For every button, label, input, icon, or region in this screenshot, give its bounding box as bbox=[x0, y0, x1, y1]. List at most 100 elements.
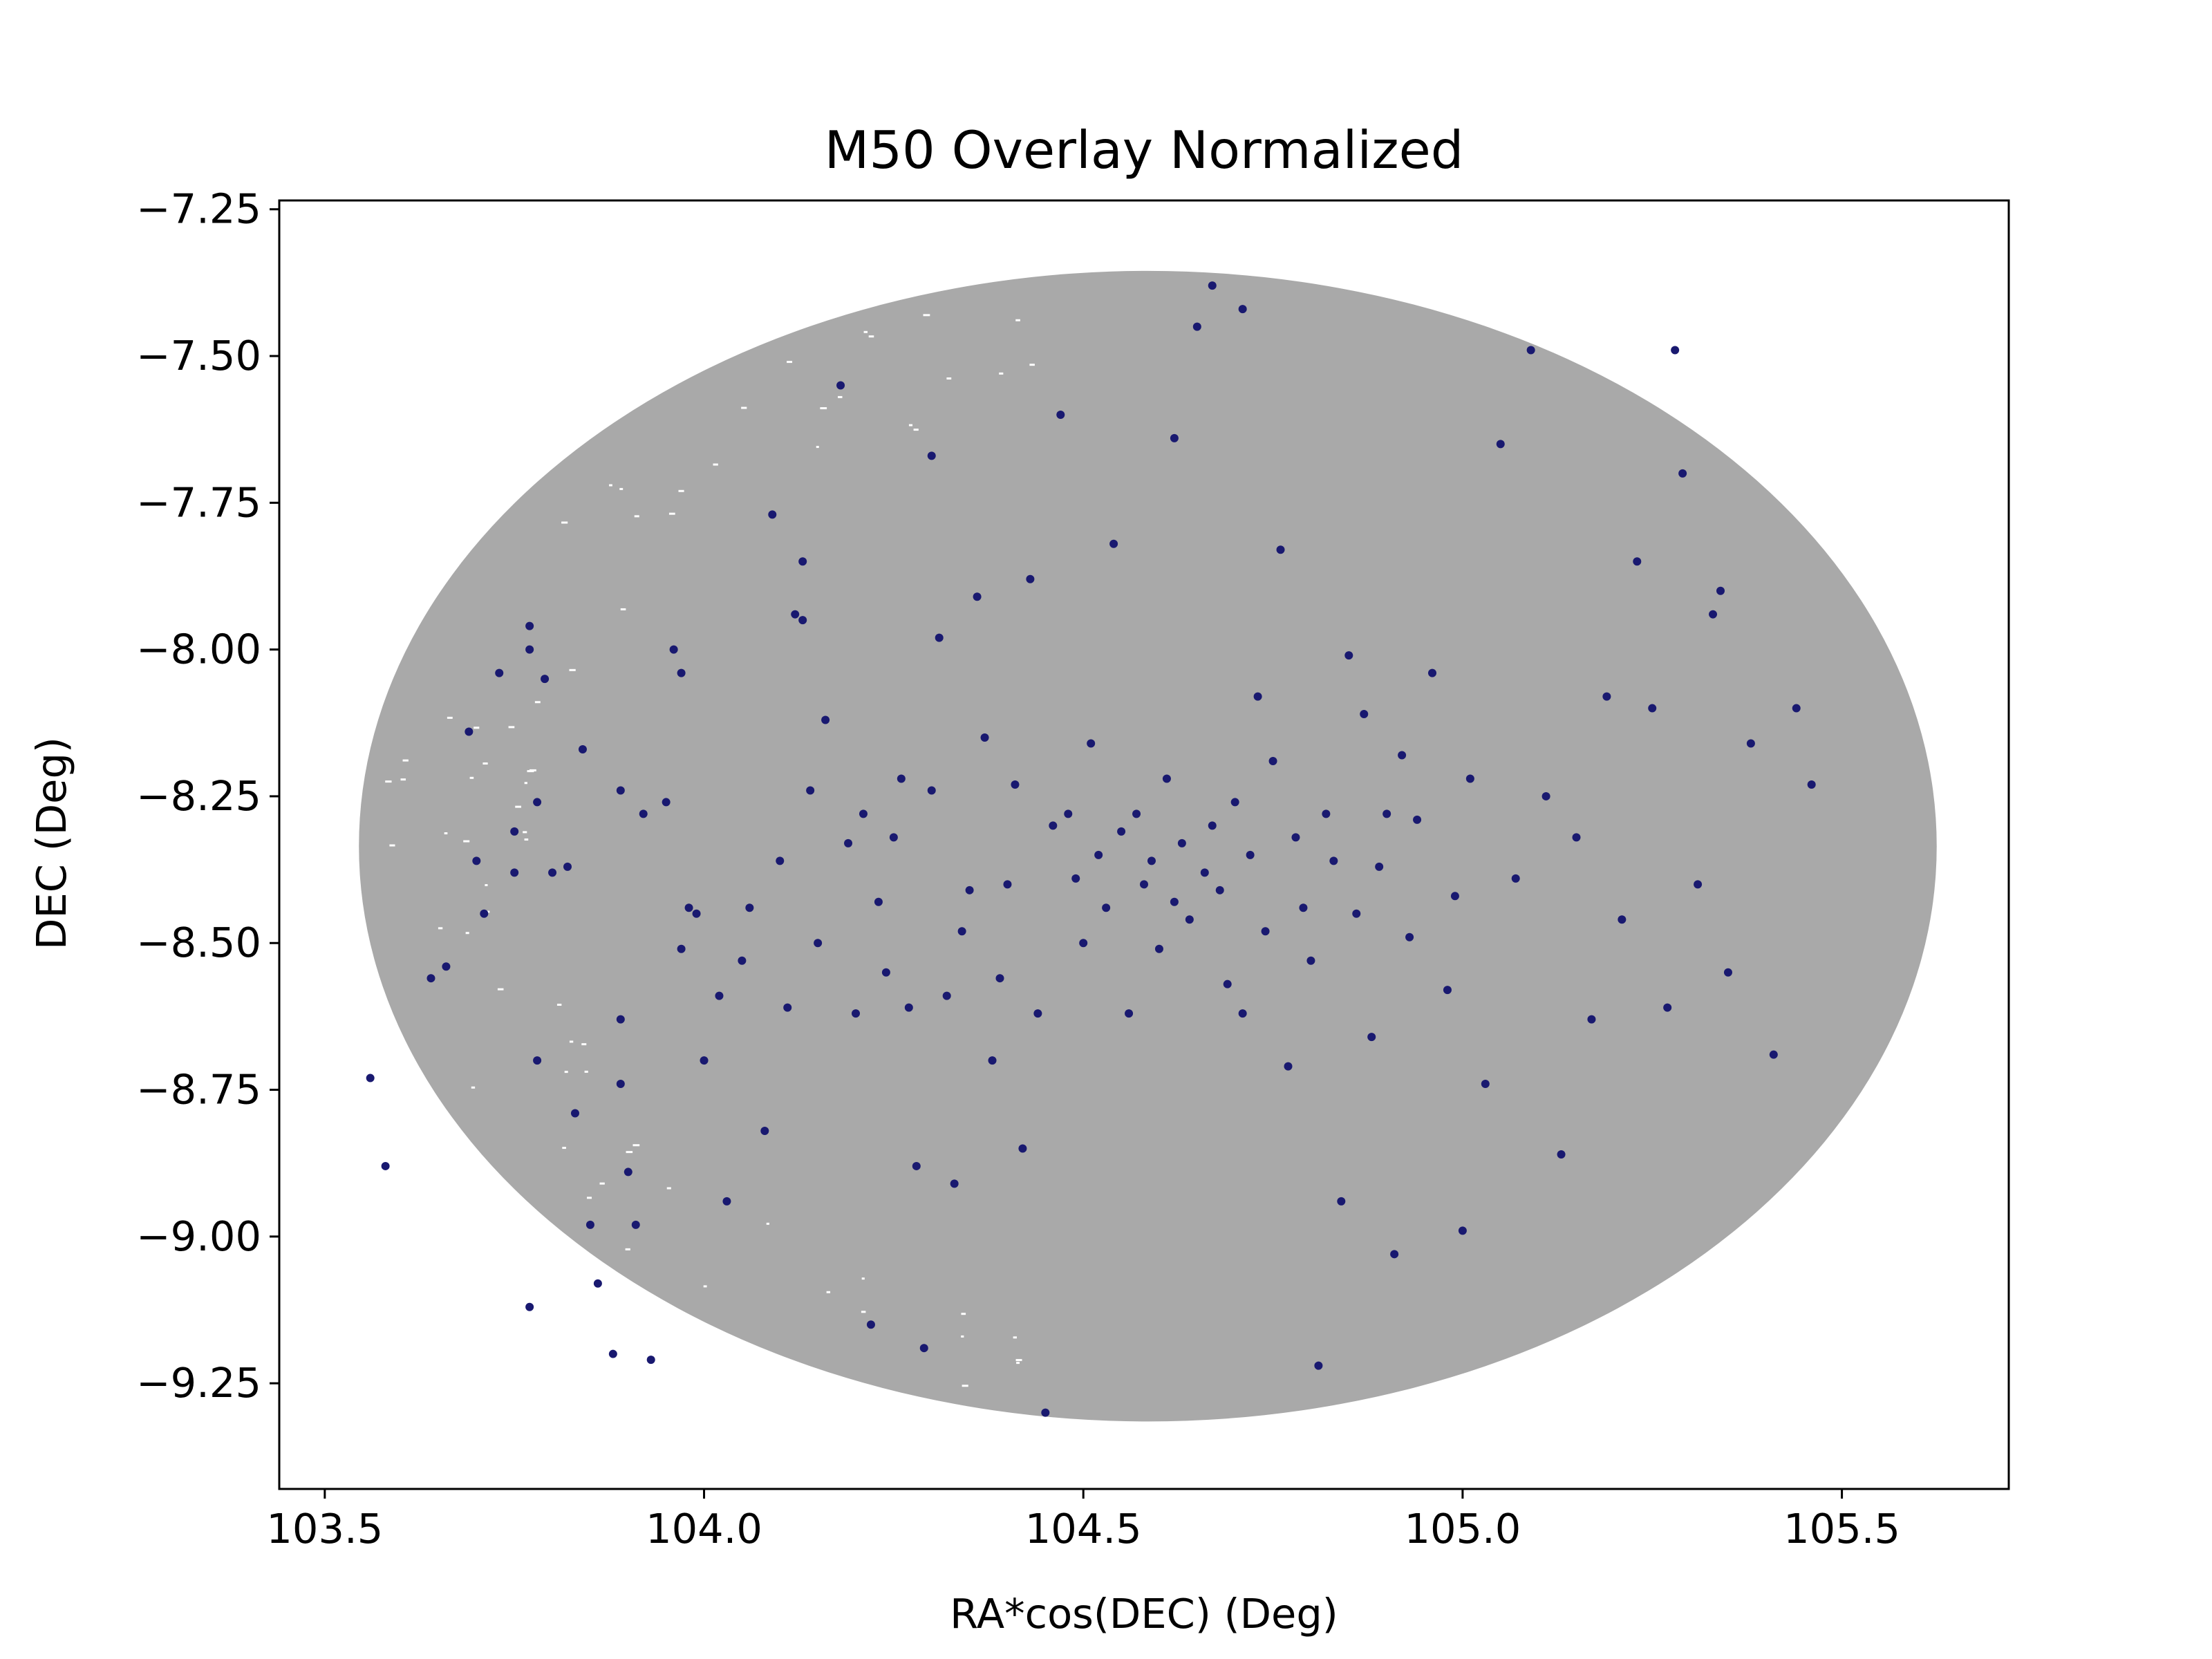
y-tick-label: −7.50 bbox=[136, 332, 261, 379]
cluster-point bbox=[1026, 574, 1035, 583]
field-gap bbox=[1029, 364, 1035, 366]
cluster-point bbox=[525, 1302, 534, 1311]
cluster-point bbox=[381, 1161, 390, 1170]
y-tick-label: −8.75 bbox=[136, 1066, 261, 1114]
field-gap bbox=[402, 759, 409, 762]
cluster-point bbox=[1481, 1080, 1490, 1089]
field-gap bbox=[861, 1277, 865, 1280]
field-gap bbox=[447, 716, 453, 719]
cluster-point bbox=[495, 668, 504, 677]
cluster-point bbox=[1268, 756, 1277, 765]
cluster-point bbox=[1458, 1226, 1467, 1235]
cluster-point bbox=[1694, 880, 1703, 889]
field-gap bbox=[609, 484, 612, 487]
cluster-point bbox=[677, 668, 686, 677]
cluster-point bbox=[1170, 897, 1179, 906]
cluster-point bbox=[1185, 915, 1194, 924]
x-tick-label: 104.5 bbox=[1025, 1505, 1142, 1553]
cluster-point bbox=[768, 510, 777, 519]
cluster-point bbox=[1291, 833, 1300, 842]
cluster-point bbox=[950, 1179, 959, 1188]
cluster-point bbox=[889, 833, 898, 842]
y-axis-ticks: −7.25 −7.50 −7.75 −8.00 −8.25 −8.50 −8.75 −9.00… bbox=[136, 185, 279, 1407]
cluster-point bbox=[684, 903, 693, 912]
field-gap bbox=[678, 489, 684, 492]
field-gap bbox=[486, 910, 490, 913]
cluster-point bbox=[1344, 651, 1353, 660]
cluster-point bbox=[1398, 751, 1407, 760]
y-tick-label: −8.25 bbox=[136, 772, 261, 820]
cluster-point bbox=[624, 1168, 632, 1177]
cluster-point bbox=[1177, 838, 1186, 847]
cluster-point bbox=[881, 968, 890, 977]
field-gap bbox=[497, 988, 504, 991]
cluster-point bbox=[480, 909, 489, 918]
cluster-point bbox=[745, 903, 754, 912]
field-gap bbox=[569, 668, 576, 671]
field-gap bbox=[625, 1248, 630, 1250]
cluster-point bbox=[1314, 1361, 1323, 1370]
field-gap bbox=[474, 727, 480, 729]
y-tick-label: −9.25 bbox=[136, 1359, 261, 1407]
cluster-point bbox=[927, 786, 936, 795]
x-tick-label: 103.5 bbox=[266, 1505, 383, 1553]
cluster-point bbox=[1678, 469, 1687, 478]
cluster-point bbox=[366, 1074, 375, 1082]
cluster-point bbox=[980, 733, 989, 742]
cluster-point bbox=[662, 798, 671, 807]
cluster-point bbox=[995, 974, 1004, 983]
cluster-point bbox=[1443, 986, 1452, 995]
field-gap bbox=[861, 1311, 866, 1313]
cluster-point bbox=[1526, 346, 1535, 355]
cluster-point bbox=[1329, 856, 1338, 865]
cluster-point bbox=[1208, 281, 1217, 290]
x-tick-label: 105.0 bbox=[1404, 1505, 1521, 1553]
cluster-member-points bbox=[366, 281, 1816, 1417]
cluster-point bbox=[1071, 874, 1080, 883]
cluster-point bbox=[844, 838, 853, 847]
cluster-point bbox=[776, 856, 785, 865]
cluster-point bbox=[616, 786, 625, 795]
field-gap bbox=[485, 884, 488, 887]
y-tick-label: −7.75 bbox=[136, 478, 261, 526]
cluster-point bbox=[1223, 980, 1232, 988]
cluster-point bbox=[1064, 809, 1073, 818]
y-tick-label: −8.50 bbox=[136, 919, 261, 966]
cluster-point bbox=[1390, 1250, 1399, 1259]
field-gap bbox=[482, 762, 488, 765]
cluster-point bbox=[1253, 692, 1262, 701]
cluster-point bbox=[1238, 305, 1247, 314]
cluster-point bbox=[1246, 850, 1255, 859]
field-gap bbox=[599, 1182, 605, 1185]
field-gap bbox=[584, 1070, 588, 1073]
cluster-point bbox=[874, 897, 883, 906]
cluster-point bbox=[836, 381, 845, 390]
field-gap bbox=[787, 361, 793, 364]
field-gap bbox=[766, 1222, 769, 1225]
y-tick-label: −9.00 bbox=[136, 1212, 261, 1260]
cluster-point bbox=[677, 944, 686, 953]
plot-frame bbox=[278, 199, 2010, 1490]
cluster-point bbox=[897, 774, 906, 783]
field-gap bbox=[469, 776, 474, 779]
cluster-point bbox=[1633, 557, 1642, 566]
cluster-point bbox=[1162, 774, 1171, 783]
cluster-point bbox=[1284, 1062, 1293, 1071]
cluster-point bbox=[1079, 939, 1088, 948]
cluster-point bbox=[1056, 410, 1065, 419]
cluster-point bbox=[646, 1356, 655, 1365]
field-gap bbox=[961, 1313, 966, 1315]
field-gap bbox=[529, 769, 536, 771]
field-gap bbox=[534, 701, 541, 704]
field-gap bbox=[999, 372, 1004, 375]
cluster-point bbox=[1170, 433, 1179, 442]
cluster-point bbox=[783, 1003, 792, 1012]
field-gap bbox=[508, 726, 515, 729]
field-gap bbox=[569, 1040, 574, 1043]
field-gap bbox=[523, 831, 527, 834]
cluster-point bbox=[935, 633, 944, 642]
cluster-point bbox=[927, 451, 936, 460]
cluster-point bbox=[510, 827, 519, 836]
cluster-point bbox=[1230, 798, 1239, 807]
cluster-point bbox=[957, 927, 966, 936]
